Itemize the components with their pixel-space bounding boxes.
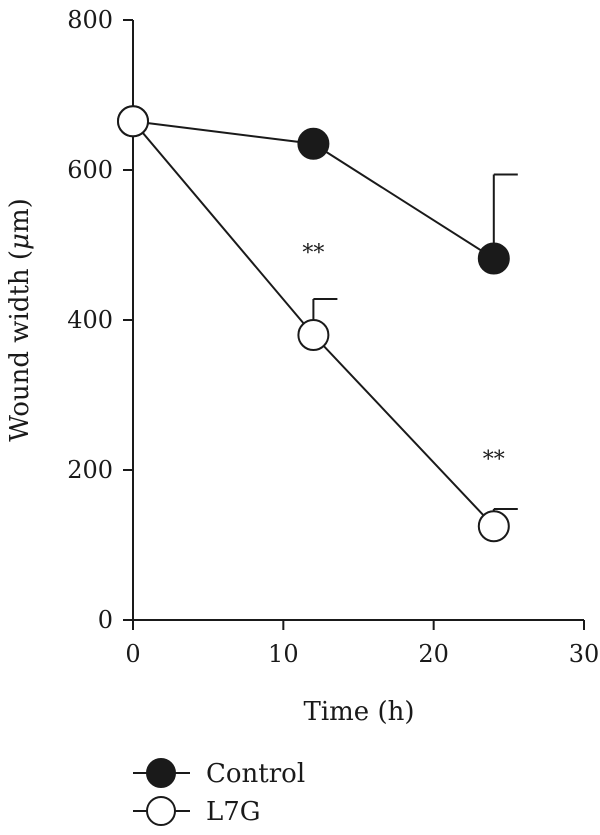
y-tick-label: 600: [67, 156, 113, 184]
legend-label-control: Control: [206, 759, 305, 789]
legend-marker-l7g: [146, 796, 176, 826]
series-layer: [117, 105, 518, 543]
annotation-layer: ** **: [302, 241, 504, 472]
y-tick-label: 800: [67, 6, 113, 34]
significance-annotation: **: [483, 447, 505, 472]
data-point-l7g: [477, 510, 510, 543]
axes: 0 200 400 600 800 0 10 20 30: [67, 6, 599, 668]
data-point-control: [297, 127, 330, 160]
x-tick-label: 0: [125, 640, 140, 668]
x-tick-label: 30: [569, 640, 600, 668]
y-ticks: 0 200 400 600 800: [67, 6, 133, 634]
series-l7g: [117, 105, 518, 543]
legend-marker-control: [146, 758, 176, 788]
x-tick-label: 20: [418, 640, 449, 668]
x-tick-label: 10: [268, 640, 299, 668]
y-tick-label: 0: [98, 606, 113, 634]
significance-annotation: **: [302, 241, 324, 266]
legend: Control L7G: [133, 758, 305, 827]
y-axis-title: Wound width (μm): [5, 198, 35, 442]
x-axis-title: Time (h): [304, 697, 415, 727]
y-tick-label: 200: [67, 456, 113, 484]
legend-label-l7g: L7G: [206, 797, 261, 827]
data-point-l7g: [117, 105, 149, 138]
x-ticks: 0 10 20 30: [125, 620, 599, 668]
data-point-l7g: [297, 319, 330, 351]
data-point-control: [477, 242, 510, 275]
legend-item-l7g: L7G: [133, 796, 261, 827]
y-tick-label: 400: [67, 306, 113, 334]
legend-item-control: Control: [133, 758, 305, 789]
series-control: [117, 105, 518, 275]
